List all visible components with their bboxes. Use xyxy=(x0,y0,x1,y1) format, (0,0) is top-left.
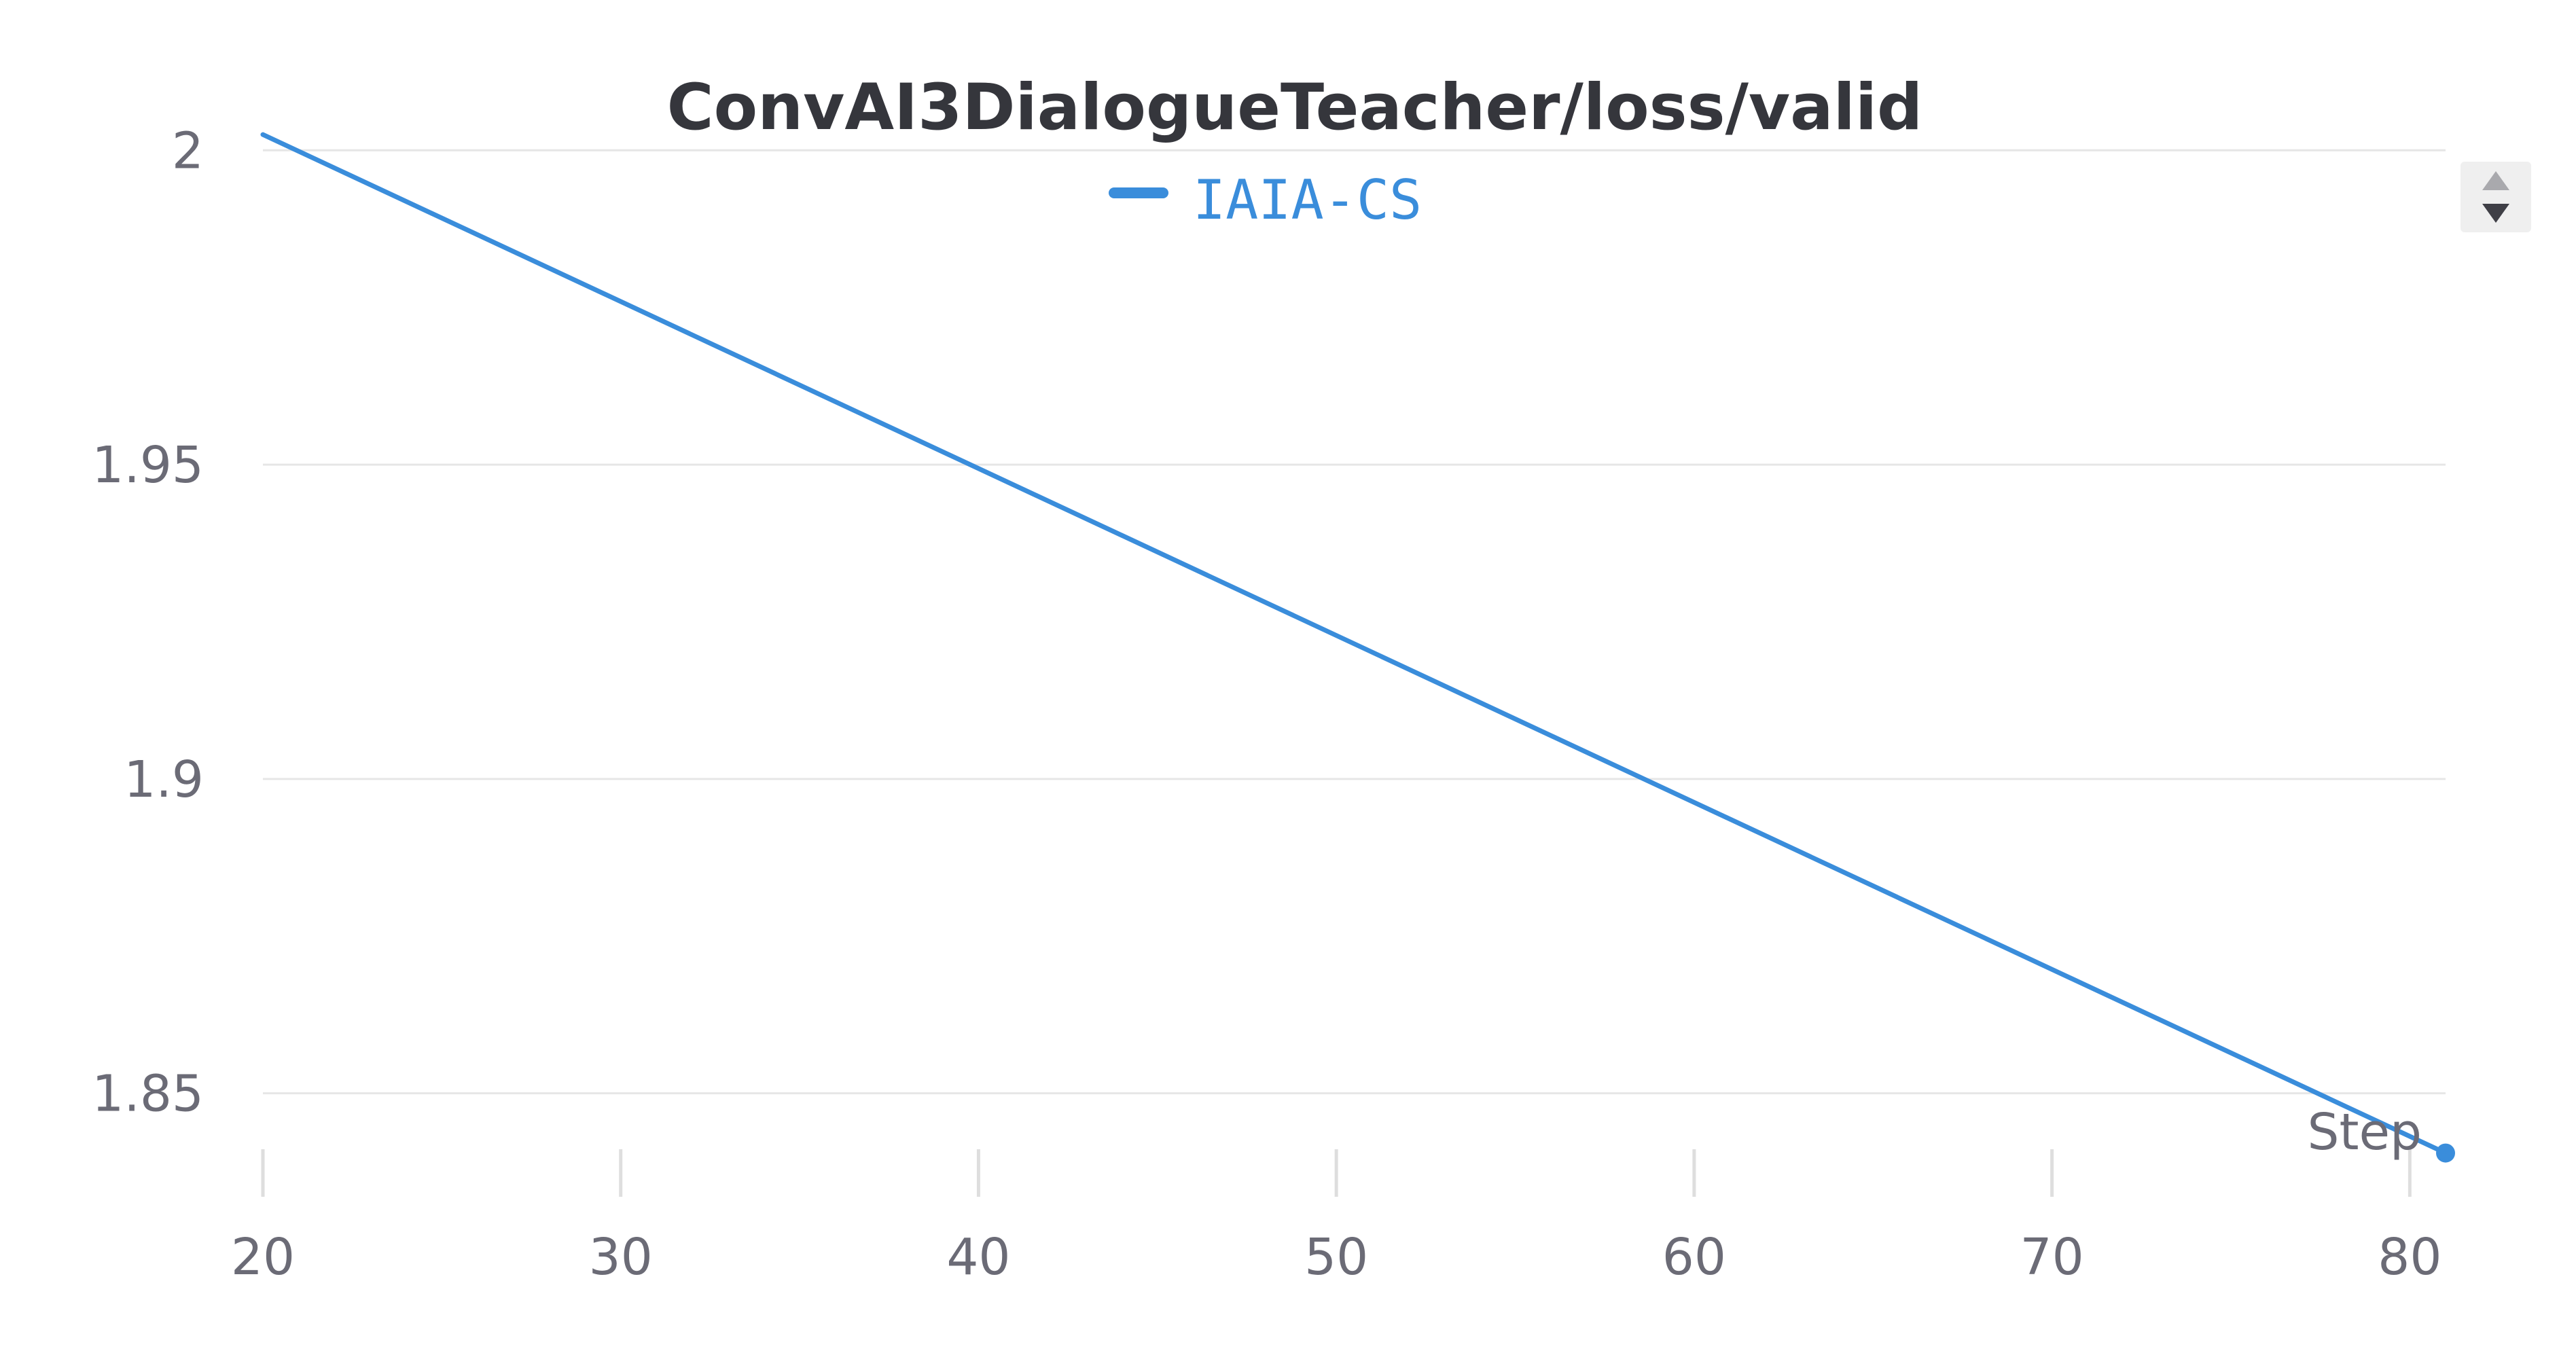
gridlines xyxy=(263,149,2446,1095)
legend[interactable]: IAIA-CS xyxy=(1109,168,1422,232)
legend-scroll-control[interactable] xyxy=(2461,162,2531,232)
series-line[interactable] xyxy=(260,132,2448,1156)
y-tick-label: 1.9 xyxy=(124,751,204,809)
down-arrow-icon[interactable] xyxy=(2482,204,2509,223)
x-axis-title: Step xyxy=(2308,1103,2422,1161)
y-axis-tick-labels: 1.85 1.9 1.95 2 xyxy=(92,122,204,1123)
y-tick-label: 2 xyxy=(172,122,204,180)
chart-title: ConvAI3DialogueTeacher/loss/valid xyxy=(667,71,1923,145)
x-tick-label: 30 xyxy=(589,1228,653,1286)
x-tick-label: 20 xyxy=(231,1228,295,1286)
x-tick-label: 80 xyxy=(2378,1228,2441,1286)
x-tick-label: 40 xyxy=(946,1228,1010,1286)
up-arrow-icon[interactable] xyxy=(2482,171,2509,190)
x-axis-tick-labels: 20 30 40 50 60 70 80 xyxy=(231,1228,2441,1286)
legend-label: IAIA-CS xyxy=(1193,168,1422,232)
y-tick-label: 1.85 xyxy=(92,1065,204,1123)
series-layer xyxy=(260,132,2455,1163)
x-tick-label: 70 xyxy=(2020,1228,2084,1286)
legend-scroll-background xyxy=(2461,162,2531,232)
y-tick-label: 1.95 xyxy=(92,436,204,494)
x-axis-ticks xyxy=(261,1149,2412,1197)
x-tick-label: 50 xyxy=(1304,1228,1368,1286)
series-end-point[interactable] xyxy=(2436,1143,2455,1163)
x-tick-label: 60 xyxy=(1662,1228,1726,1286)
